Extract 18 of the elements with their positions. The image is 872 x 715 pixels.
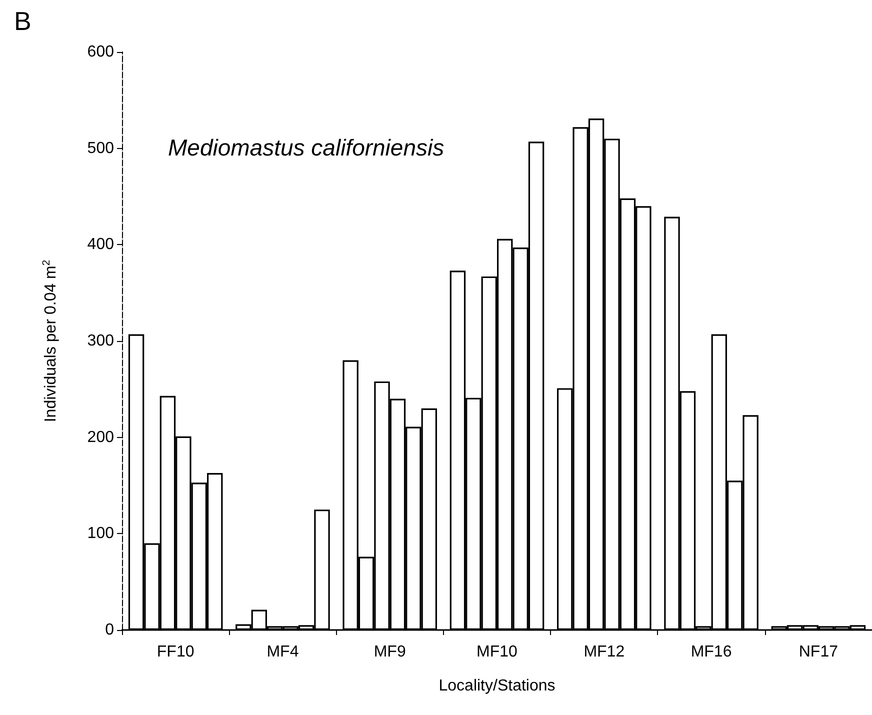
annotation: Mediomastus californiensis — [168, 134, 445, 160]
y-tick-label: 0 — [105, 622, 114, 638]
x-axis-title: Locality/Stations — [438, 678, 556, 694]
x-tick-label: NF17 — [798, 644, 838, 660]
x-tick-label: MF10 — [476, 644, 518, 660]
x-tick-label: MF4 — [266, 644, 299, 660]
y-tick-label: 400 — [87, 236, 114, 254]
x-tick-label: MF12 — [584, 644, 625, 660]
x-tick-label: MF9 — [374, 644, 406, 660]
y-tick-label: 300 — [87, 332, 114, 350]
y-tick-label: 200 — [87, 428, 114, 446]
y-axis-title: Individuals per 0.04 m2 — [42, 260, 60, 422]
y-tick-label: 500 — [87, 140, 114, 157]
x-tick-label: FF10 — [156, 644, 194, 660]
y-tick-label: 100 — [87, 525, 114, 542]
y-tick-label: 600 — [87, 44, 114, 60]
x-tick-label: MF16 — [690, 644, 732, 660]
chart-title: B — [14, 6, 32, 36]
